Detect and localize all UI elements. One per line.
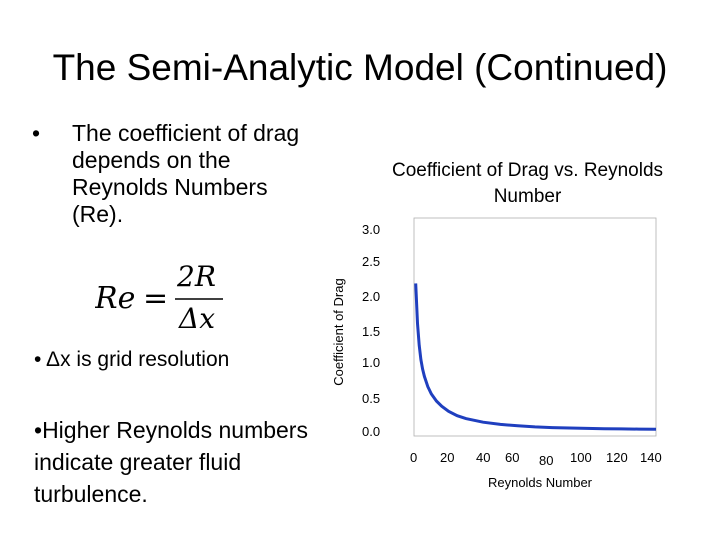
formula-lhs: Re [95, 281, 135, 316]
formula-numerator: 2R [176, 260, 216, 293]
x-tick-label: 140 [640, 450, 662, 465]
slide-title: The Semi-Analytic Model (Continued) [52, 47, 668, 88]
y-tick-label: 0.5 [362, 391, 381, 406]
bullet-text: Δx is grid resolution [46, 348, 230, 371]
x-tick-label: 0 [410, 450, 418, 465]
x-tick-label: 20 [440, 450, 455, 465]
x-tick-label: 60 [505, 450, 520, 465]
bullet-text: The coefficient of drag depends on the R… [72, 120, 300, 227]
x-tick-label: 120 [606, 450, 628, 465]
x-axis-label: Reynolds Number [487, 475, 593, 490]
drag-curve-series [414, 283, 657, 431]
bullet-turbulence: •Higher Reynolds numbers indicate greate… [34, 414, 324, 510]
drag-chart-plot [413, 217, 657, 437]
y-tick-label: 2.5 [362, 254, 381, 269]
x-tick-label: 40 [476, 450, 491, 465]
y-tick-label: 0.0 [362, 424, 381, 439]
formula-equals: = [143, 281, 168, 316]
reynolds-formula: Re = 2R Δx [95, 260, 223, 335]
bullet-symbol: • [32, 120, 41, 146]
x-tick-label: 100 [570, 450, 592, 465]
bullet-drag-coefficient: • The coefficient of drag depends on the… [32, 120, 320, 228]
y-tick-label: 2.0 [362, 289, 381, 304]
y-tick-label: 1.0 [362, 355, 381, 370]
y-tick-label: 3.0 [362, 222, 381, 237]
formula-denominator: Δx [178, 302, 215, 335]
x-tick-label: 80 [539, 453, 554, 468]
y-tick-label: 1.5 [362, 324, 381, 339]
bullet-symbol: • [34, 348, 42, 371]
plot-frame [413, 217, 657, 437]
bullet-symbol: • [34, 417, 43, 443]
chart-title: Coefficient of Drag vs. Reynolds Number [391, 160, 664, 207]
bullet-text: Higher Reynolds numbers indicate greater… [34, 417, 308, 507]
bullet-grid-resolution: • Δx is grid resolution [34, 347, 229, 373]
y-axis-label: Coefficient of Drag [331, 278, 346, 386]
